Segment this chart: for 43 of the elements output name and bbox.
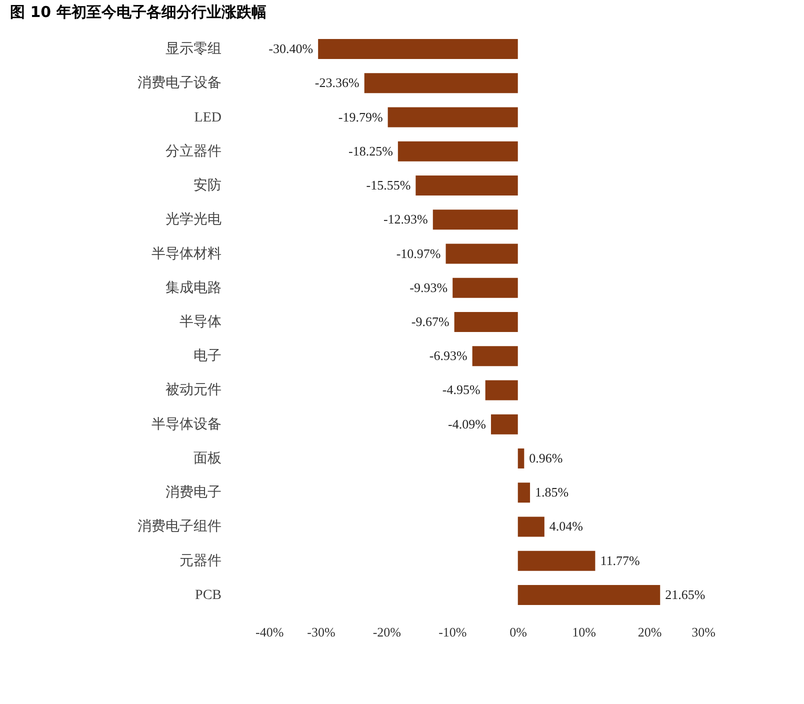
data-label: 11.77% (600, 552, 640, 568)
y-tick-label: 被动元件 (166, 382, 222, 398)
data-label: 1.85% (535, 484, 569, 500)
y-tick-label: 面板 (194, 450, 222, 466)
data-label: -23.36% (314, 75, 360, 90)
data-label: -12.93% (383, 212, 428, 227)
y-tick-label: 分立器件 (166, 143, 222, 160)
y-tick-label: 消费电子设备 (138, 75, 222, 92)
chart-title: 图 10 年初至今电子各细分行业涨跌幅 (10, 3, 266, 21)
x-tick-label: -30% (307, 624, 336, 640)
data-label: -30.40% (268, 41, 314, 56)
x-tick-label: 10% (572, 624, 596, 640)
y-tick-label: LED (194, 110, 222, 126)
data-label: 21.65% (665, 586, 706, 602)
x-tick-label: 20% (638, 624, 662, 640)
data-label: 4.04% (549, 518, 584, 534)
y-tick-label: 半导体设备 (152, 416, 222, 432)
data-label: -19.79% (338, 109, 383, 124)
y-tick-label: 显示零组 (166, 41, 222, 58)
y-tick-label: 安防 (194, 178, 222, 194)
y-tick-label: 光学光电 (166, 212, 222, 228)
x-tick-label: -10% (438, 624, 467, 640)
data-label: -4.95% (442, 382, 480, 398)
data-label: 0.96% (529, 450, 563, 466)
data-label: -18.25% (348, 143, 394, 158)
y-tick-label: PCB (195, 588, 222, 603)
y-tick-label: 元器件 (180, 552, 222, 569)
x-tick-label: 30% (692, 624, 716, 640)
data-label: -15.55% (366, 178, 411, 193)
y-tick-label: 半导体材料 (152, 246, 222, 262)
data-label: -9.67% (411, 314, 450, 329)
x-tick-label: 0% (510, 624, 528, 640)
data-label: -6.93% (429, 348, 468, 364)
y-tick-label: 集成电路 (166, 280, 222, 296)
x-tick-label: -40% (256, 624, 284, 640)
y-tick-label: 半导体 (180, 314, 222, 330)
data-label: -10.97% (396, 246, 441, 261)
y-tick-label: 电子 (194, 348, 222, 364)
data-label: -4.09% (448, 416, 486, 432)
y-tick-label: 消费电子 (166, 484, 222, 501)
x-tick-label: -20% (372, 624, 402, 640)
y-tick-label: 消费电子组件 (138, 518, 222, 535)
data-label: -9.93% (410, 280, 448, 295)
